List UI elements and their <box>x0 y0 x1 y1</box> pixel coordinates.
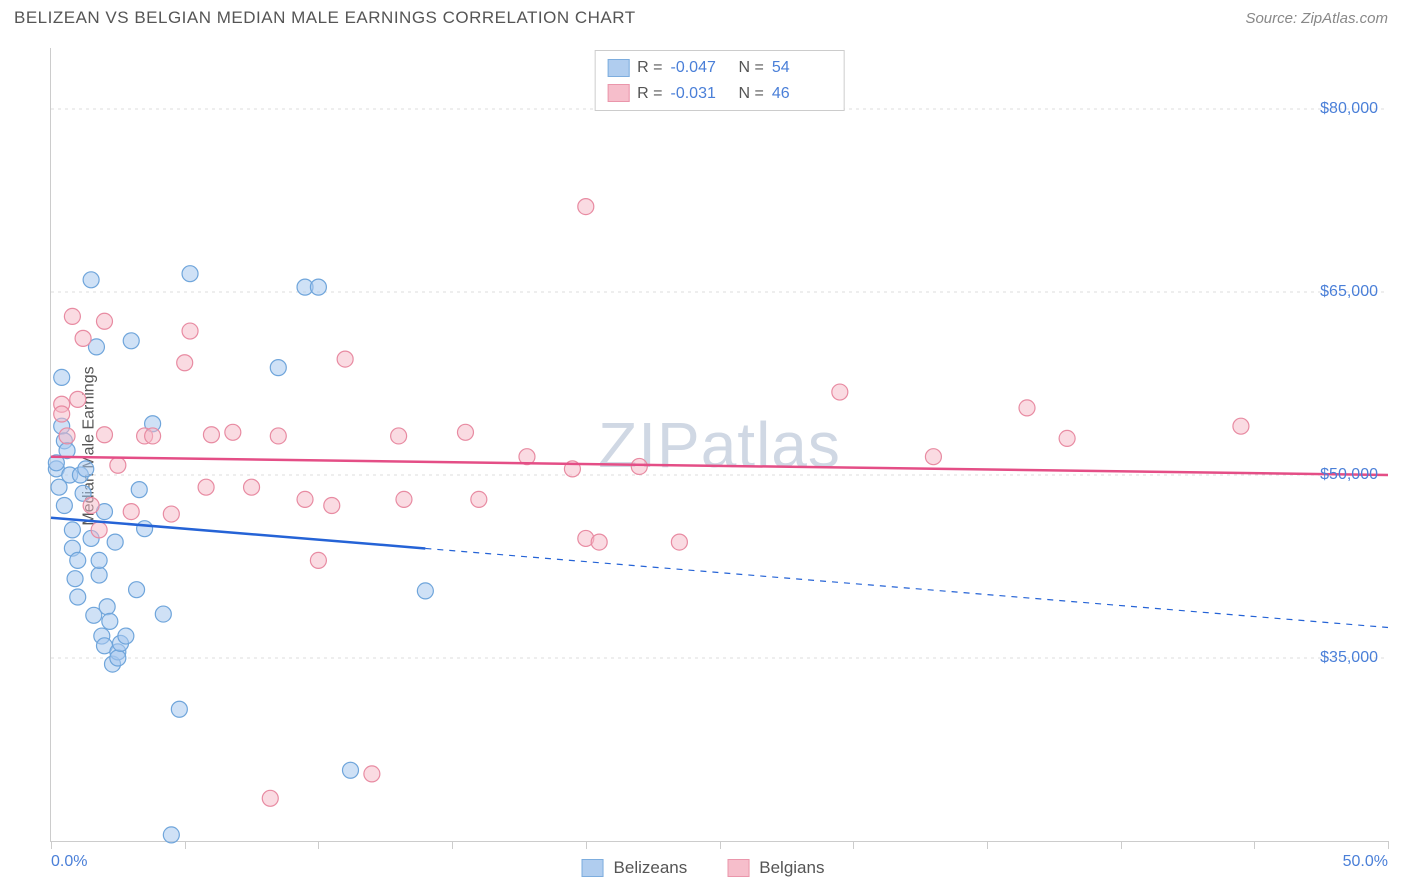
source-attribution: Source: ZipAtlas.com <box>1245 10 1388 27</box>
x-tick <box>987 841 988 849</box>
swatch-belgians-icon <box>727 859 749 877</box>
legend-item-belgians: Belgians <box>727 858 824 878</box>
chart-title: BELIZEAN VS BELGIAN MEDIAN MALE EARNINGS… <box>14 8 636 28</box>
x-tick-label: 50.0% <box>1343 853 1388 871</box>
legend-label-belgians: Belgians <box>759 858 824 878</box>
stats-row-belizeans: R = -0.047 N = 54 <box>607 55 832 81</box>
y-tick-label: $50,000 <box>1320 466 1378 484</box>
y-tick-label: $65,000 <box>1320 283 1378 301</box>
r-value-belgians: -0.031 <box>671 81 731 107</box>
x-tick <box>1254 841 1255 849</box>
n-value-belgians: 46 <box>772 81 832 107</box>
r-label: R = <box>637 81 662 107</box>
swatch-belizeans <box>607 59 629 77</box>
swatch-belizeans-icon <box>582 859 604 877</box>
r-value-belizeans: -0.047 <box>671 55 731 81</box>
x-tick <box>1121 841 1122 849</box>
r-label: R = <box>637 55 662 81</box>
x-tick <box>586 841 587 849</box>
n-label: N = <box>739 81 764 107</box>
y-tick-label: $80,000 <box>1320 100 1378 118</box>
chart-plot-area: ZIPatlas R = -0.047 N = 54 R = -0.031 N … <box>50 48 1388 842</box>
x-tick <box>51 841 52 849</box>
stats-row-belgians: R = -0.031 N = 46 <box>607 81 832 107</box>
x-tick <box>853 841 854 849</box>
x-tick <box>452 841 453 849</box>
swatch-belgians <box>607 84 629 102</box>
n-value-belizeans: 54 <box>772 55 832 81</box>
n-label: N = <box>739 55 764 81</box>
scatter-plot-svg <box>51 48 1388 841</box>
x-tick <box>1388 841 1389 849</box>
x-tick <box>185 841 186 849</box>
stats-legend: R = -0.047 N = 54 R = -0.031 N = 46 <box>594 50 845 111</box>
legend-label-belizeans: Belizeans <box>614 858 688 878</box>
x-tick <box>318 841 319 849</box>
x-tick <box>720 841 721 849</box>
legend-item-belizeans: Belizeans <box>582 858 688 878</box>
series-legend: Belizeans Belgians <box>582 858 825 878</box>
y-tick-label: $35,000 <box>1320 649 1378 667</box>
x-tick-label: 0.0% <box>51 853 87 871</box>
